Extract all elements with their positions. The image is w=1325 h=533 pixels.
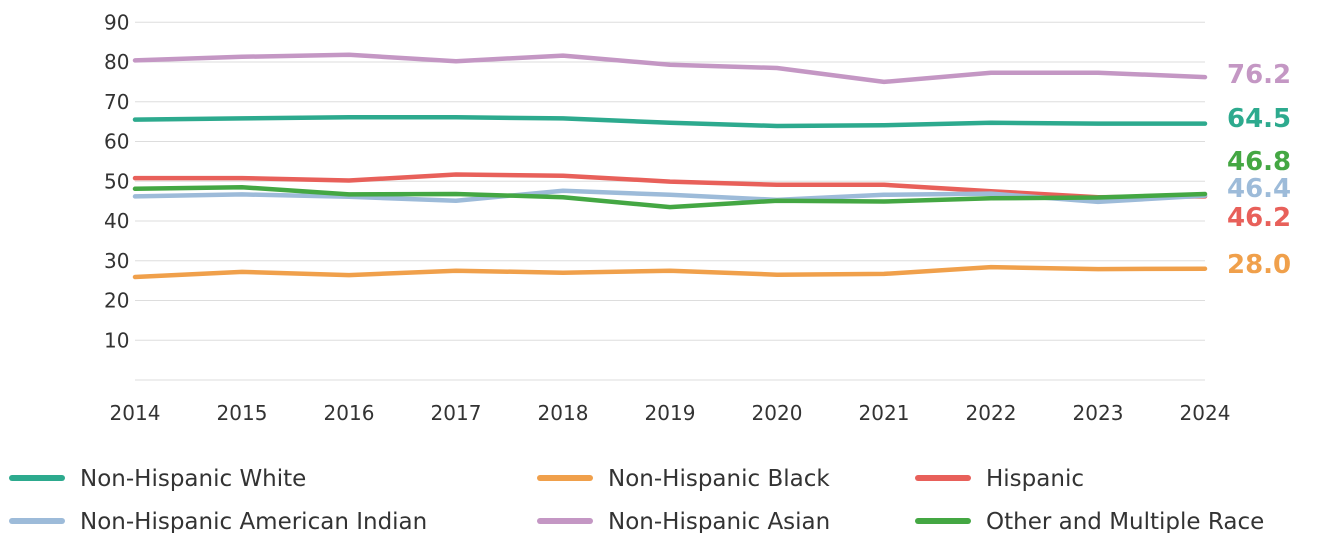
end-label: 76.2 [1227,60,1291,90]
x-tick-label: 2022 [966,401,1017,425]
series-line-5 [132,184,1208,210]
legend-item: Non-Hispanic Asian [537,509,830,533]
x-axis-ticks: 2014 2015 2016 2017 2018 2019 2020 2021 2022 2023… [110,401,1231,425]
legend-label: Non-Hispanic White [80,466,306,492]
y-axis-ticks: 10 20 30 40 50 60 70 80 90 [104,10,129,352]
x-tick-label: 2020 [752,401,803,425]
end-labels: 64.5 28.0 46.246.4 76.2 46.8 [1227,60,1291,280]
legend-label: Other and Multiple Race [986,509,1264,533]
x-tick-label: 2024 [1180,401,1231,425]
y-tick-label: 10 [104,328,129,352]
legend-item: Non-Hispanic Black [537,466,830,492]
legend-label: Non-Hispanic American Indian [80,509,427,533]
x-tick-label: 2014 [110,401,161,425]
y-tick-label: 50 [104,169,129,193]
series-line-2 [132,172,1208,200]
legend: Non-Hispanic White Non-Hispanic Black Hisp… [9,466,1264,533]
x-tick-label: 2016 [324,401,375,425]
legend-label: Non-Hispanic Black [608,466,830,492]
legend-item: Non-Hispanic American Indian [9,509,427,533]
y-tick-label: 40 [104,209,129,233]
gridlines [135,21,1205,381]
y-tick-label: 60 [104,130,129,154]
y-tick-label: 90 [104,10,129,34]
end-label: 64.5 [1227,104,1291,134]
legend-item: Other and Multiple Race [915,509,1264,533]
legend-label: Non-Hispanic Asian [608,509,830,533]
end-label: 46.4 [1227,174,1291,204]
y-tick-label: 20 [104,289,129,313]
end-label: 28.0 [1227,250,1291,280]
x-tick-label: 2019 [645,401,696,425]
x-tick-label: 2023 [1073,401,1124,425]
series-lines [132,52,1208,280]
y-tick-label: 70 [104,90,129,114]
y-tick-label: 30 [104,249,129,273]
x-tick-label: 2021 [859,401,910,425]
x-tick-label: 2017 [431,401,482,425]
series-line-1 [132,264,1208,280]
legend-label: Hispanic [986,466,1084,492]
series-line-0 [132,115,1208,129]
y-tick-label: 80 [104,50,129,74]
series-line-4 [132,52,1208,85]
legend-item: Hispanic [915,466,1084,492]
end-label: 46.8 [1227,147,1291,177]
end-label: 46.2 [1227,203,1291,233]
legend-item: Non-Hispanic White [9,466,306,492]
x-tick-label: 2015 [217,401,268,425]
x-tick-label: 2018 [538,401,589,425]
